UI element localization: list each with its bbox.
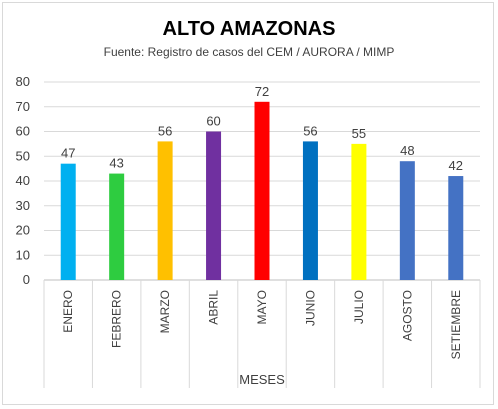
category-label: ABRIL	[207, 290, 221, 325]
y-tick-label: 10	[16, 247, 30, 262]
data-label: 72	[255, 84, 269, 99]
bar-junio	[302, 141, 318, 280]
y-tick-label: 40	[16, 173, 30, 188]
y-tick-label: 30	[16, 198, 30, 213]
category-separators	[43, 280, 481, 388]
category-label: AGOSTO	[400, 290, 414, 341]
y-tick-label: 70	[16, 99, 30, 114]
chart-title: ALTO AMAZONAS	[162, 18, 336, 40]
data-label: 56	[303, 123, 317, 138]
category-label: MAYO	[255, 290, 269, 324]
x-axis-categories: ENERO FEBRERO MARZO ABRIL MAYO JUNIO JULIO AGOS…	[61, 290, 463, 360]
category-label: ENERO	[61, 290, 75, 333]
data-label: 56	[158, 123, 172, 138]
bar-setiembre	[448, 176, 464, 280]
data-label: 43	[109, 156, 123, 171]
bar-abril	[206, 131, 222, 280]
y-tick-label: 20	[16, 223, 30, 238]
category-label: JULIO	[352, 290, 366, 324]
bar-febrero	[109, 173, 125, 280]
data-label: 55	[352, 126, 366, 141]
bar-marzo	[157, 141, 173, 280]
data-label: 47	[61, 146, 75, 161]
category-label: JUNIO	[303, 290, 317, 326]
data-labels: 47 43 56 60 72 56 55 48 42	[61, 84, 463, 173]
data-label: 42	[449, 158, 463, 173]
category-label: MARZO	[158, 290, 172, 333]
y-tick-label: 0	[23, 272, 30, 287]
bars	[60, 101, 464, 280]
bar-agosto	[399, 161, 415, 280]
y-tick-label: 60	[16, 124, 30, 139]
y-tick-label: 50	[16, 148, 30, 163]
data-label: 48	[400, 143, 414, 158]
data-label: 60	[206, 114, 220, 129]
bar-enero	[60, 163, 76, 280]
category-label: FEBRERO	[110, 290, 124, 348]
chart-subtitle: Fuente: Registro de casos del CEM / AURO…	[103, 45, 395, 59]
y-axis-ticks: 0 10 20 30 40 50 60 70 80	[16, 74, 30, 287]
bar-julio	[351, 143, 367, 280]
y-tick-label: 80	[16, 74, 30, 89]
x-axis-title: MESES	[239, 372, 285, 387]
bar-mayo	[254, 101, 270, 280]
category-label: SETIEMBRE	[449, 290, 463, 359]
